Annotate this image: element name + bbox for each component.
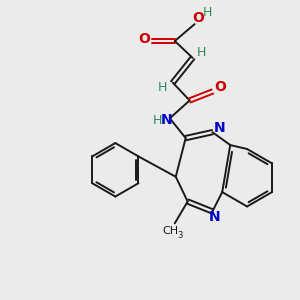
Text: N: N <box>208 210 220 224</box>
Text: H: H <box>158 81 168 94</box>
Text: O: O <box>193 11 205 25</box>
Text: H: H <box>197 46 206 59</box>
Text: O: O <box>138 32 150 46</box>
Text: H: H <box>203 6 212 19</box>
Text: O: O <box>214 80 226 94</box>
Text: H: H <box>153 114 163 127</box>
Text: N: N <box>214 121 225 135</box>
Text: 3: 3 <box>177 231 182 240</box>
Text: CH: CH <box>163 226 179 236</box>
Text: N: N <box>161 113 173 127</box>
